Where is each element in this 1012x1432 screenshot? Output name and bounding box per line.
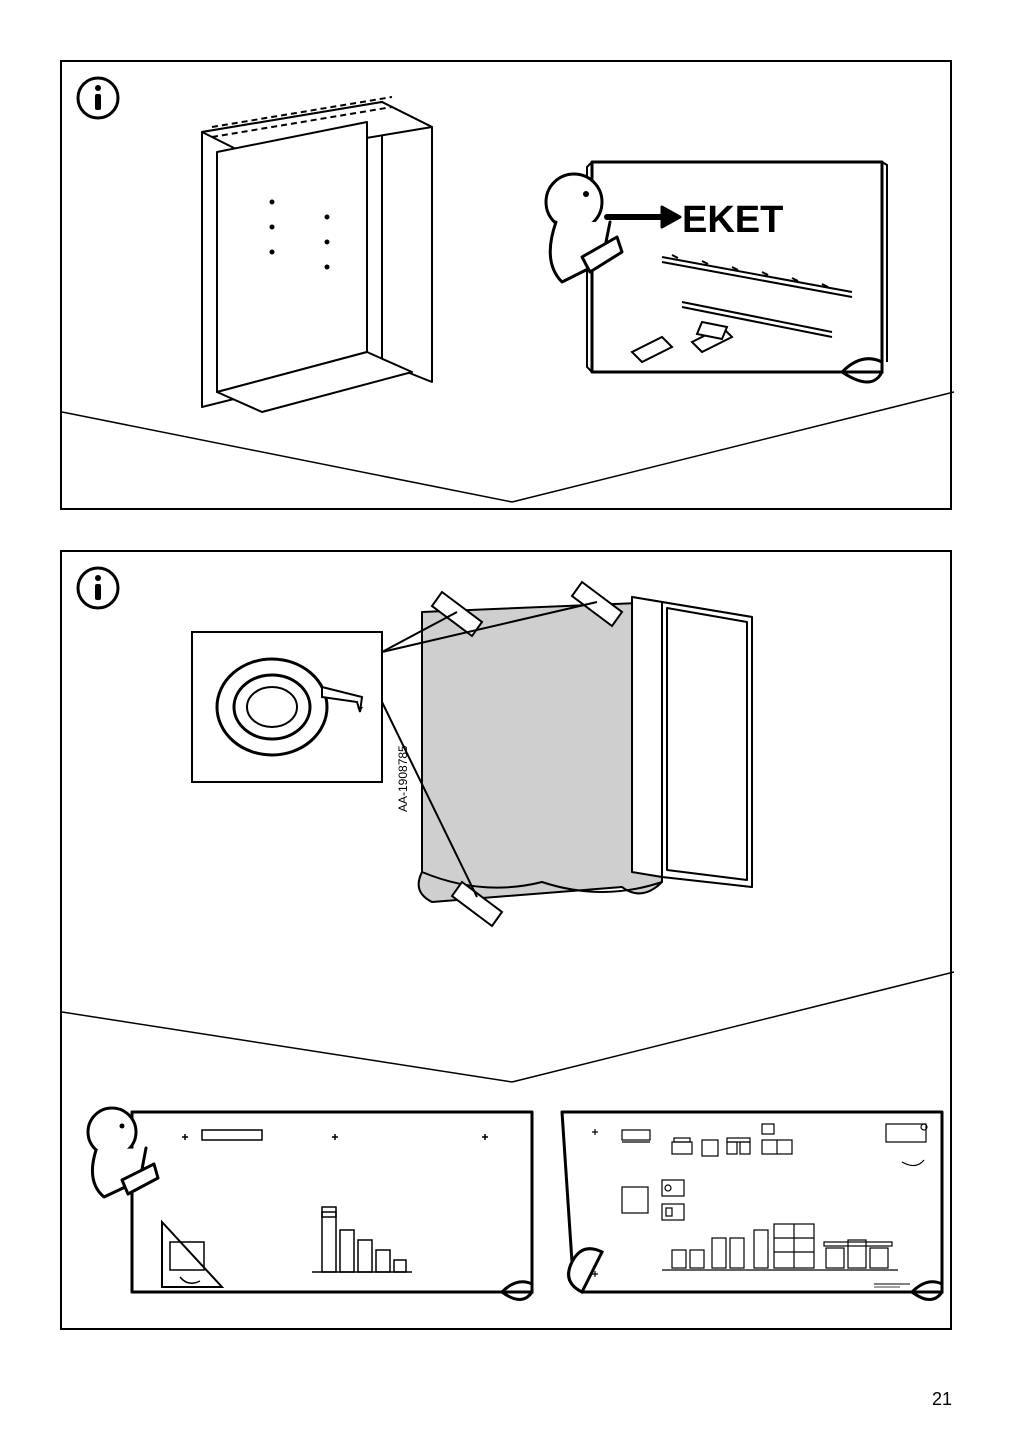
page-number: 21 (932, 1389, 952, 1410)
booklet-title: EKET (682, 199, 783, 241)
info-icon (74, 74, 122, 122)
page-container: EKET (60, 60, 952, 1370)
panel-bottom: AA-1908785 (60, 550, 952, 1330)
booklet-drawing: EKET (546, 162, 887, 382)
booklet-left (88, 1108, 532, 1300)
tape-roll-inset (192, 632, 382, 782)
booklet-right (562, 1112, 942, 1300)
cabinet-on-wall: AA-1908785 (192, 582, 752, 926)
cabinet-drawing (202, 97, 432, 412)
part-code-label: AA-1908785 (396, 745, 410, 812)
top-panel-illustration: EKET (62, 62, 954, 512)
panel-top: EKET (60, 60, 952, 510)
info-icon (74, 564, 122, 612)
bottom-panel-illustration: AA-1908785 (62, 552, 954, 1332)
